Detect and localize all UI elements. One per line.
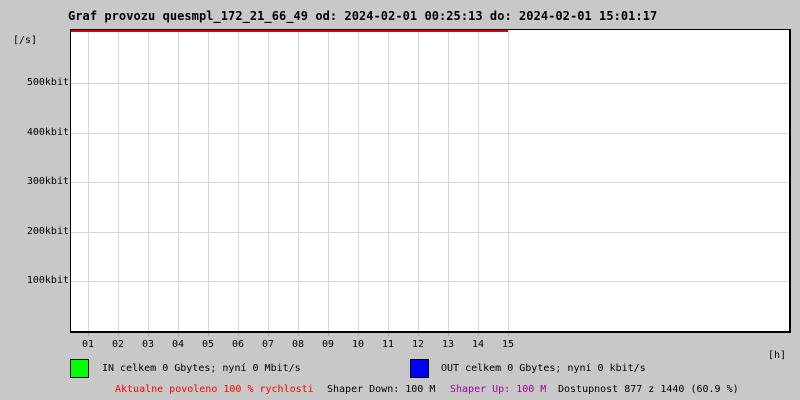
x-tick-mark (418, 333, 419, 336)
x-tick-mark (388, 333, 389, 336)
y-tick-mark (66, 182, 70, 183)
gridline-vertical (388, 30, 389, 331)
gridline-vertical (418, 30, 419, 331)
x-tick-label: 13 (441, 339, 455, 350)
gridline-horizontal (71, 281, 789, 282)
x-tick-label: 05 (201, 339, 215, 350)
gridline-vertical (208, 30, 209, 331)
x-tick-mark (88, 333, 89, 336)
gridline-vertical (268, 30, 269, 331)
x-tick-mark (208, 333, 209, 336)
gridline-vertical (148, 30, 149, 331)
gridline-vertical (358, 30, 359, 331)
gridline-horizontal (71, 232, 789, 233)
graph-title: Graf provozu quesmpl_172_21_66_49 od: 20… (68, 9, 658, 23)
gridline-horizontal (71, 133, 789, 134)
limit-line (71, 30, 508, 32)
x-tick-mark (148, 333, 149, 336)
x-tick-mark (178, 333, 179, 336)
y-tick-label: 300kbit (26, 176, 69, 187)
x-tick-label: 07 (261, 339, 275, 350)
y-tick-label: 500kbit (26, 77, 69, 88)
x-tick-mark (358, 333, 359, 336)
x-tick-mark (268, 333, 269, 336)
x-tick-label: 11 (381, 339, 395, 350)
gridline-vertical (448, 30, 449, 331)
x-tick-label: 09 (321, 339, 335, 350)
x-tick-label: 08 (291, 339, 305, 350)
y-tick-mark (66, 281, 70, 282)
x-tick-label: 12 (411, 339, 425, 350)
x-tick-mark (298, 333, 299, 336)
x-tick-mark (448, 333, 449, 336)
gridline-vertical (118, 30, 119, 331)
shaper-up-status: Shaper Up: 100 M (450, 384, 547, 395)
gridline-vertical (238, 30, 239, 331)
x-tick-mark (118, 333, 119, 336)
out-legend-swatch (410, 359, 429, 378)
gridline-vertical (298, 30, 299, 331)
x-axis-unit-label: [h] (768, 350, 787, 361)
x-tick-mark (328, 333, 329, 336)
gridline-vertical (508, 30, 509, 331)
in-legend-label: IN celkem 0 Gbytes; nyní 0 Mbit/s (102, 363, 301, 374)
y-tick-mark (66, 133, 70, 134)
gridline-vertical (478, 30, 479, 331)
gridline-horizontal (71, 182, 789, 183)
gridline-vertical (178, 30, 179, 331)
gridline-horizontal (71, 83, 789, 84)
availability-status: Dostupnost 877 z 1440 (60.9 %) (558, 384, 739, 395)
y-tick-mark (66, 83, 70, 84)
out-legend-label: OUT celkem 0 Gbytes; nyní 0 kbit/s (441, 363, 646, 374)
x-tick-label: 01 (81, 339, 95, 350)
x-tick-label: 10 (351, 339, 365, 350)
allowed-speed-status: Aktualne povoleno 100 % rychlosti (115, 384, 314, 395)
y-tick-label: 200kbit (26, 226, 69, 237)
plot-area (70, 29, 791, 333)
x-tick-label: 06 (231, 339, 245, 350)
y-axis-unit-label: [/s] (13, 35, 38, 46)
x-tick-label: 02 (111, 339, 125, 350)
x-tick-label: 14 (471, 339, 485, 350)
x-tick-mark (508, 333, 509, 336)
y-tick-label: 100kbit (26, 275, 69, 286)
x-tick-mark (238, 333, 239, 336)
gridline-vertical (328, 30, 329, 331)
shaper-down-status: Shaper Down: 100 M (327, 384, 436, 395)
in-legend-swatch (70, 359, 89, 378)
x-tick-label: 15 (501, 339, 515, 350)
y-tick-label: 400kbit (26, 127, 69, 138)
gridline-vertical (88, 30, 89, 331)
x-tick-label: 04 (171, 339, 185, 350)
y-tick-mark (66, 232, 70, 233)
x-tick-mark (478, 333, 479, 336)
x-tick-label: 03 (141, 339, 155, 350)
